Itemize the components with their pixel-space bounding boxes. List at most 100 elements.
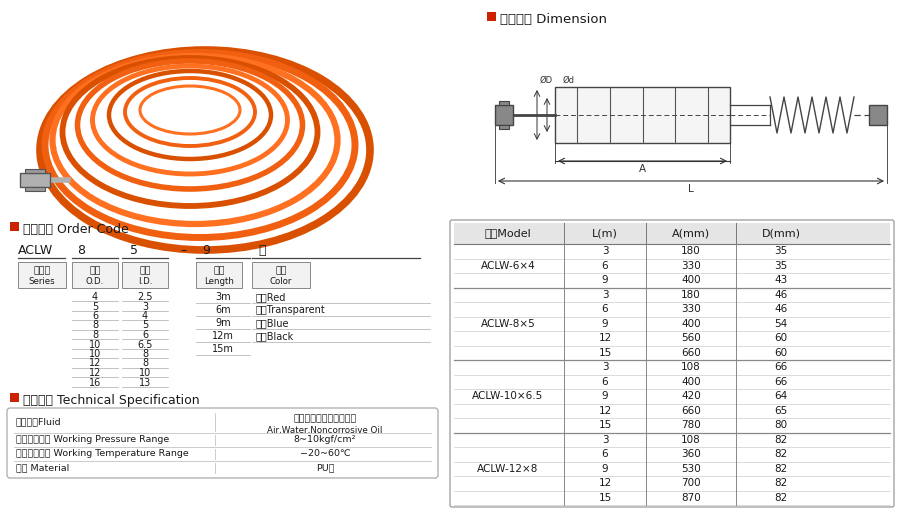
Text: 3: 3 (602, 290, 608, 300)
Text: 46: 46 (774, 304, 787, 314)
Text: 6: 6 (92, 311, 98, 321)
Text: 8: 8 (77, 244, 85, 257)
Text: 8: 8 (92, 330, 98, 340)
Text: 订货型号 Order Code: 订货型号 Order Code (23, 223, 129, 236)
Text: 蓝色Blue: 蓝色Blue (256, 318, 289, 328)
Text: 60: 60 (775, 333, 787, 343)
Bar (10, 222, 19, 231)
Text: 46: 46 (774, 290, 787, 300)
Bar (499, 101, 509, 105)
Text: −20~60℃: −20~60℃ (300, 450, 350, 458)
Bar (122, 262, 168, 288)
Text: 35: 35 (774, 260, 787, 271)
Text: 660: 660 (681, 348, 701, 358)
Text: A: A (639, 164, 646, 174)
Text: 64: 64 (774, 391, 787, 401)
Text: Series: Series (29, 277, 55, 286)
Text: 65: 65 (774, 406, 787, 416)
Bar (18, 262, 66, 288)
Text: 6: 6 (602, 304, 608, 314)
Text: 870: 870 (681, 493, 701, 503)
Text: 35: 35 (774, 246, 787, 256)
Text: 3: 3 (142, 302, 148, 312)
Text: 5: 5 (92, 302, 98, 312)
Text: 54: 54 (774, 319, 787, 329)
Text: 9: 9 (602, 464, 608, 474)
Text: 12: 12 (89, 358, 101, 368)
Text: 2.5: 2.5 (137, 292, 153, 302)
Text: 5: 5 (130, 244, 138, 257)
Text: 9m: 9m (215, 318, 231, 328)
Text: 6m: 6m (215, 305, 231, 315)
Text: 10: 10 (139, 368, 151, 378)
Bar (20, 173, 50, 187)
Text: ACLW-8×5: ACLW-8×5 (480, 319, 535, 329)
Text: O.D.: O.D. (86, 277, 105, 286)
Bar (454, 223, 890, 244)
Text: 外径: 外径 (89, 266, 101, 275)
Text: 6.5: 6.5 (137, 340, 152, 350)
Text: 80: 80 (775, 420, 787, 430)
Text: 108: 108 (681, 435, 701, 445)
Text: 内径: 内径 (140, 266, 150, 275)
Text: D(mm): D(mm) (761, 228, 800, 238)
Text: 白色Transparent: 白色Transparent (256, 305, 326, 315)
Text: 8: 8 (92, 320, 98, 330)
Text: 82: 82 (774, 435, 787, 445)
Text: 15: 15 (598, 493, 612, 503)
Text: 红: 红 (258, 244, 266, 257)
Text: 12: 12 (598, 406, 612, 416)
Text: 5: 5 (141, 320, 148, 330)
Text: 4: 4 (142, 311, 148, 321)
Text: 12m: 12m (212, 331, 234, 341)
Text: 外型尺寸 Dimension: 外型尺寸 Dimension (500, 13, 607, 26)
Text: 10: 10 (89, 349, 101, 359)
Bar (555, 87, 730, 143)
Text: 780: 780 (681, 420, 701, 430)
Text: 工作压力范围 Working Pressure Range: 工作压力范围 Working Pressure Range (16, 436, 169, 444)
Text: 型号Model: 型号Model (485, 228, 532, 238)
Text: 82: 82 (774, 478, 787, 488)
Text: 420: 420 (681, 391, 701, 401)
Text: L: L (688, 184, 694, 194)
Text: 12: 12 (598, 333, 612, 343)
Text: ACLW-10×6.5: ACLW-10×6.5 (472, 391, 543, 401)
Text: 16: 16 (89, 378, 101, 388)
Text: 330: 330 (681, 304, 701, 314)
Text: 15m: 15m (212, 344, 234, 354)
Text: 660: 660 (681, 406, 701, 416)
Text: ACLW-6×4: ACLW-6×4 (480, 260, 535, 271)
Text: 10: 10 (89, 340, 101, 350)
Bar (196, 262, 242, 288)
Text: 43: 43 (774, 275, 787, 286)
Text: 工作介质Fluid: 工作介质Fluid (16, 417, 61, 427)
Text: 6: 6 (602, 449, 608, 459)
Text: 9: 9 (602, 391, 608, 401)
Text: 15: 15 (598, 348, 612, 358)
Text: 长度: 长度 (214, 266, 224, 275)
Text: 12: 12 (598, 478, 612, 488)
Bar (487, 12, 496, 21)
FancyBboxPatch shape (450, 220, 894, 507)
Bar (72, 262, 118, 288)
Text: 66: 66 (774, 362, 787, 372)
Text: 15: 15 (598, 420, 612, 430)
Text: 红色Red: 红色Red (256, 292, 287, 302)
Text: 9: 9 (202, 244, 210, 257)
Text: 360: 360 (681, 449, 701, 459)
Text: 空气、水、无腑蚀性的油: 空气、水、无腑蚀性的油 (294, 415, 357, 424)
Text: Air,Water,Noncorrosive Oil: Air,Water,Noncorrosive Oil (268, 426, 383, 435)
Text: 6: 6 (602, 260, 608, 271)
Text: 700: 700 (681, 478, 701, 488)
Bar (499, 125, 509, 129)
Text: Ød: Ød (563, 76, 575, 85)
Text: PU料: PU料 (315, 464, 334, 473)
Bar (10, 393, 19, 402)
Text: 82: 82 (774, 464, 787, 474)
Text: 400: 400 (681, 319, 701, 329)
Text: 系列号: 系列号 (33, 266, 50, 275)
Text: A(mm): A(mm) (672, 228, 710, 238)
Text: 530: 530 (681, 464, 701, 474)
Text: 4: 4 (92, 292, 98, 302)
Text: 400: 400 (681, 377, 701, 387)
